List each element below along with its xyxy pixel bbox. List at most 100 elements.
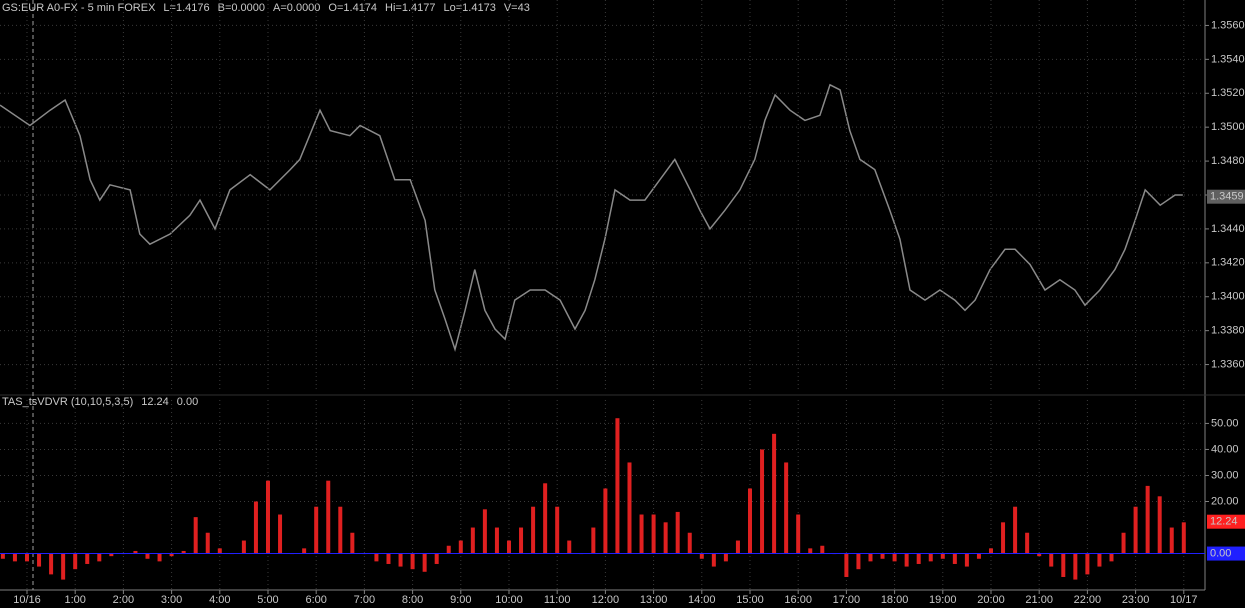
bar: [627, 462, 632, 554]
x-tick-label: 11:00: [544, 594, 571, 606]
bar: [314, 506, 319, 554]
x-tick-label: 22:00: [1074, 594, 1102, 606]
bar: [446, 545, 451, 554]
bar: [591, 527, 596, 554]
bar: [796, 514, 801, 554]
y-tick-label: 30.00: [1211, 469, 1239, 481]
bar: [470, 527, 475, 554]
bar: [675, 511, 680, 554]
bar: [1001, 522, 1006, 554]
bar: [868, 553, 873, 562]
bar: [760, 449, 765, 554]
x-tick-label: 5:00: [257, 594, 278, 606]
bar: [0, 553, 5, 559]
bar: [109, 553, 114, 557]
x-tick-label: 12:00: [592, 594, 620, 606]
bar: [747, 488, 752, 554]
y-tick-label: 50.00: [1211, 417, 1239, 429]
bar: [422, 553, 427, 572]
bar: [772, 433, 777, 554]
y-tick-label: 1.3440: [1211, 223, 1245, 235]
bar: [217, 548, 222, 554]
x-tick-label: 13:00: [640, 594, 668, 606]
bar: [844, 553, 849, 577]
bar: [1097, 553, 1102, 567]
bar: [97, 553, 102, 562]
bar: [1013, 506, 1018, 554]
bar: [37, 553, 42, 567]
indicator-readout: 0.00: [177, 396, 198, 408]
indicator-readout: 12.24: [141, 396, 169, 408]
bar: [1061, 553, 1066, 577]
bar: [928, 553, 933, 562]
last-price-label: 1.3459: [1210, 191, 1244, 203]
y-tick-label: 1.3500: [1211, 121, 1245, 133]
bar: [482, 509, 487, 554]
y-tick-label: 1.3400: [1211, 291, 1245, 303]
bar: [506, 540, 511, 554]
bar: [73, 553, 78, 570]
bar: [880, 553, 885, 559]
bar: [856, 553, 861, 570]
quote-field: O=1.4174: [328, 2, 377, 14]
bar: [940, 553, 945, 559]
x-tick-label: 16:00: [784, 594, 812, 606]
bar: [1133, 506, 1138, 554]
bar: [193, 517, 198, 554]
bar: [663, 522, 668, 554]
bar: [1121, 532, 1126, 554]
bar: [916, 553, 921, 564]
bar: [85, 553, 90, 564]
y-tick-label: 40.00: [1211, 443, 1239, 455]
bar: [723, 553, 728, 562]
price-line: [0, 83, 1183, 352]
y-tick-label: 1.3380: [1211, 325, 1245, 337]
bar: [1037, 553, 1042, 557]
bar: [494, 527, 499, 554]
bar: [12, 553, 17, 562]
quote-field: L=1.4176: [163, 2, 209, 14]
x-tick-label: 10/16: [13, 594, 41, 606]
indicator-title: TAS_tsVDVR (10,10,5,3,5): [2, 396, 133, 408]
y-tick-label: 1.3360: [1211, 358, 1245, 370]
bar: [1169, 527, 1174, 554]
bar: [169, 553, 174, 557]
x-tick-label: 8:00: [402, 594, 423, 606]
bar: [687, 532, 692, 554]
bar: [988, 548, 993, 554]
bar: [567, 540, 572, 554]
bar: [808, 548, 813, 554]
bar: [302, 548, 307, 554]
x-tick-label: 17:00: [833, 594, 861, 606]
readout-box-label: 0.00: [1210, 547, 1231, 559]
readout-box: [1207, 546, 1245, 561]
bar: [205, 532, 210, 554]
y-tick-label: 20.00: [1211, 495, 1239, 507]
x-tick-label: 10:00: [495, 594, 523, 606]
bar: [1085, 553, 1090, 575]
x-tick-label: 2:00: [113, 594, 134, 606]
bar: [964, 553, 969, 567]
bar: [543, 483, 548, 554]
bar: [784, 462, 789, 554]
bar: [253, 501, 258, 554]
x-tick-label: 3:00: [161, 594, 182, 606]
bar: [278, 514, 283, 554]
bar: [133, 550, 138, 554]
x-tick-label: 7:00: [354, 594, 375, 606]
y-tick-label: 1.3540: [1211, 53, 1245, 65]
x-tick-label: 6:00: [305, 594, 326, 606]
bar: [519, 527, 524, 554]
quote-field: Lo=1.4173: [444, 2, 496, 14]
bar: [338, 506, 343, 554]
bar: [265, 480, 270, 554]
bar: [386, 553, 391, 564]
bar: [555, 506, 560, 554]
bar: [615, 418, 620, 554]
bar: [458, 540, 463, 554]
bar: [145, 553, 150, 559]
quote-field: B=0.0000: [218, 2, 265, 14]
